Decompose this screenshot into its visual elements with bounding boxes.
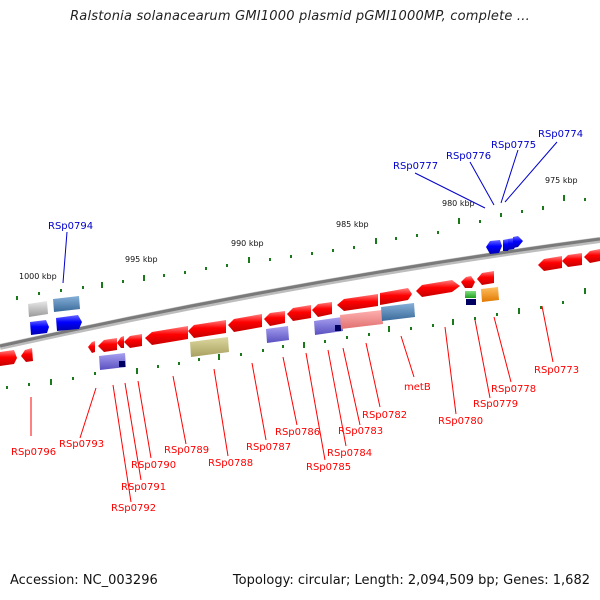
label-rsp0776[interactable]: RSp0776 [446, 151, 491, 162]
label-rsp0778[interactable]: RSp0778 [491, 384, 536, 395]
map-title: Ralstonia solanacearum GMI1000 plasmid p… [70, 9, 530, 24]
label-rsp0775[interactable]: RSp0775 [491, 140, 536, 151]
gene-rsp0773-b[interactable] [562, 253, 582, 267]
scale-label-985: 985 kbp [336, 220, 369, 229]
upper-gene-track [28, 236, 523, 335]
label-rsp0789[interactable]: RSp0789 [164, 445, 209, 456]
feature-rsp0786-purple[interactable] [266, 326, 289, 343]
label-rsp0773[interactable]: RSp0773 [534, 365, 579, 376]
gene-rsp0784[interactable] [312, 302, 332, 317]
label-rsp0787[interactable]: RSp0787 [246, 442, 291, 453]
gene-rsp0786[interactable] [264, 311, 285, 326]
feature-track [99, 287, 499, 370]
feature-rsp0788-olive[interactable] [190, 337, 229, 357]
gene-small-1[interactable] [88, 341, 95, 353]
feature-rsp0782-steel[interactable] [381, 303, 415, 321]
label-rsp0796[interactable]: RSp0796 [11, 447, 56, 458]
gene-rsp0794-blue[interactable] [30, 320, 49, 335]
gene-rsp0780[interactable] [461, 276, 475, 288]
gene-rsp0774[interactable] [513, 236, 523, 248]
gene-rsp0794-steel[interactable] [53, 296, 80, 312]
label-rsp0784[interactable]: RSp0784 [327, 448, 372, 459]
scale-label-980: 980 kbp [442, 199, 475, 208]
label-rsp0783[interactable]: RSp0783 [338, 426, 383, 437]
scale-label-990: 990 kbp [231, 239, 264, 248]
feature-rsp0780-green[interactable] [465, 291, 476, 298]
label-rsp0777[interactable]: RSp0777 [393, 161, 438, 172]
scale-label-1000: 1000 kbp [19, 272, 57, 281]
backbone-arc-core [0, 237, 600, 348]
gene-rsp0783[interactable] [337, 294, 378, 311]
gene-rsp0773-a[interactable] [538, 256, 562, 271]
feature-rsp0793-dark [119, 361, 125, 367]
gene-rsp0779[interactable] [477, 271, 494, 285]
label-rsp0786[interactable]: RSp0786 [275, 427, 320, 438]
gene-rsp0782[interactable] [380, 288, 412, 305]
gene-rsp0788[interactable] [188, 320, 226, 338]
red-leader-lines [30, 305, 554, 503]
label-rsp0785[interactable]: RSp0785 [306, 462, 351, 473]
gene-rsp0796-a[interactable] [0, 350, 17, 366]
scale-track [6, 195, 586, 389]
gene-rsp0794-grey[interactable] [28, 301, 48, 317]
gene-rsp0794-blue-2[interactable] [56, 315, 82, 331]
label-rsp0780[interactable]: RSp0780 [438, 416, 483, 427]
gene-rsp0777[interactable] [486, 240, 502, 254]
label-rsp0791[interactable]: RSp0791 [121, 482, 166, 493]
blue-leader-lines [62, 141, 558, 284]
gene-rsp0773-c[interactable] [584, 249, 600, 263]
scale-label-995: 995 kbp [125, 255, 158, 264]
accession-text: Accession: NC_003296 [10, 573, 158, 588]
gene-rsp0796-b[interactable] [21, 348, 33, 362]
label-rsp0774[interactable]: RSp0774 [538, 129, 583, 140]
gene-rsp0793[interactable] [98, 338, 117, 352]
gene-rsp0789[interactable] [145, 326, 188, 345]
label-rsp0793[interactable]: RSp0793 [59, 439, 104, 450]
forward-gene-track [0, 249, 600, 366]
label-rsp0790[interactable]: RSp0790 [131, 460, 176, 471]
backbone-arc [0, 237, 600, 350]
gene-rsp0787[interactable] [228, 314, 262, 332]
feature-rsp0784-dark [335, 325, 341, 331]
label-rsp0782[interactable]: RSp0782 [362, 410, 407, 421]
genome-summary-text: Topology: circular; Length: 2,094,509 bp… [232, 573, 590, 588]
label-rsp0792[interactable]: RSp0792 [111, 503, 156, 514]
gene-metb[interactable] [416, 280, 460, 297]
gene-rsp0791[interactable] [117, 336, 124, 348]
feature-rsp0780-dark [466, 299, 476, 305]
gene-rsp0785[interactable] [287, 305, 311, 321]
label-rsp0794[interactable]: RSp0794 [48, 221, 93, 232]
feature-rsp0779-orange[interactable] [481, 287, 499, 302]
label-rsp0779[interactable]: RSp0779 [473, 399, 518, 410]
label-rsp0788[interactable]: RSp0788 [208, 458, 253, 469]
gene-rsp0790[interactable] [124, 334, 142, 348]
feature-rsp0783-pink[interactable] [340, 310, 383, 329]
scale-label-975: 975 kbp [545, 176, 578, 185]
label-metb[interactable]: metB [404, 382, 431, 393]
